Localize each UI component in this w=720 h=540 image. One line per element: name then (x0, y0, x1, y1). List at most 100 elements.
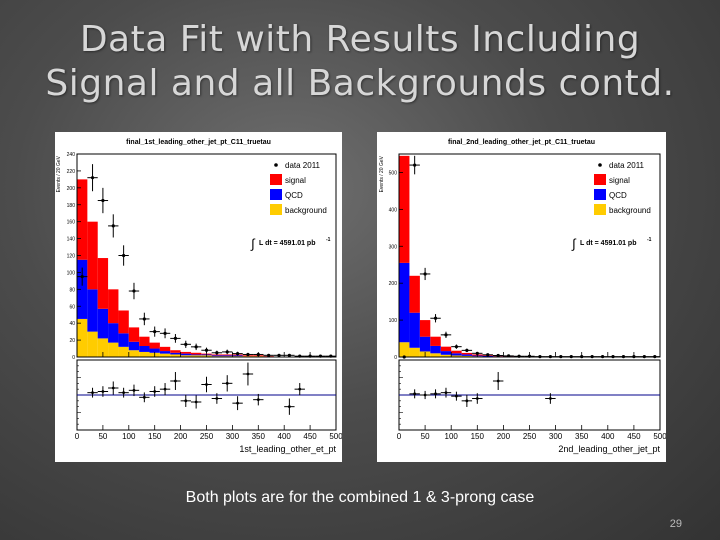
bar-signal-8 (159, 346, 171, 352)
histogram-2nd-leading-jet-pt: final_2nd_leading_other_jet_pt_C11_truet… (379, 139, 666, 454)
plot-right: final_2nd_leading_other_jet_pt_C11_truet… (377, 132, 666, 462)
bar-signal-14 (222, 354, 233, 356)
x-tick-label-5: 250 (523, 432, 537, 441)
ratio-point-4 (132, 388, 136, 392)
bar-signal-7 (149, 342, 160, 349)
data-point-8 (486, 353, 490, 357)
x-tick-label-0: 0 (397, 432, 402, 441)
bar-background-4 (118, 346, 129, 357)
slide-title-line2: Signal and all Backgrounds contd. (45, 63, 675, 104)
bar-signal-3 (108, 289, 119, 324)
ratio-point-1 (101, 390, 105, 393)
ratio-point-9 (184, 399, 188, 403)
y-tick-label-2: 40 (69, 321, 75, 327)
legend-label-2: QCD (609, 191, 627, 200)
ratio-point-17 (287, 405, 291, 409)
x-axis-label: 2nd_leading_other_jet_pt (558, 444, 660, 454)
y-tick-label-8: 160 (67, 220, 76, 226)
slide-title: Data Fit with Results Including Signal a… (0, 18, 720, 106)
x-tick-label-6: 300 (226, 432, 240, 441)
data-point-10 (184, 342, 188, 346)
data-point-2 (101, 198, 105, 203)
ratio-point-15 (246, 372, 250, 376)
data-point-13 (215, 351, 219, 355)
ratio-point-1 (423, 393, 427, 397)
ratio-point-5 (465, 399, 469, 403)
bar-signal-0 (399, 155, 410, 263)
legend-label-0: data 2011 (609, 161, 645, 170)
bar-background-6 (461, 355, 473, 357)
ratio-point-6 (475, 397, 479, 400)
ratio-point-6 (153, 390, 157, 393)
y-tick-label-3: 60 (69, 304, 75, 310)
bar-signal-10 (180, 351, 191, 354)
data-point-19 (277, 353, 281, 357)
bar-signal-13 (211, 354, 223, 356)
bar-qcd-14 (222, 355, 233, 357)
chart-title: final_2nd_leading_other_jet_pt_C11_truet… (448, 139, 595, 146)
x-tick-label-8: 400 (601, 432, 615, 441)
y-tick-label-6: 120 (67, 254, 76, 260)
x-axis-label: 1st_leading_other_et_pt (239, 444, 336, 454)
y-tick-label-2: 200 (389, 281, 398, 287)
data-point-2 (423, 272, 427, 276)
data-point-3 (111, 224, 115, 228)
bar-background-1 (409, 347, 420, 357)
x-tick-label-7: 350 (252, 432, 266, 441)
y-tick-label-1: 100 (389, 318, 398, 324)
y-tick-label-11: 220 (67, 169, 76, 175)
y-tick-label-3: 300 (389, 244, 398, 250)
data-point-7 (153, 330, 157, 334)
x-tick-label-4: 200 (497, 432, 511, 441)
x-tick-label-2: 100 (122, 432, 136, 441)
data-point-6 (142, 317, 146, 321)
ratio-point-2 (434, 392, 437, 396)
bar-qcd-6 (461, 354, 473, 356)
ratio-point-7 (163, 387, 167, 391)
y-tick-label-7: 140 (67, 237, 76, 243)
data-point-12 (204, 348, 209, 352)
bar-signal-9 (170, 350, 181, 353)
bar-signal-3 (430, 336, 441, 346)
data-point-16 (246, 352, 250, 357)
ratio-point-16 (256, 398, 260, 402)
y-tick-label-0: 0 (394, 355, 397, 361)
legend-swatch-1 (594, 174, 606, 185)
bar-qcd-6 (139, 346, 150, 352)
data-point-4 (444, 333, 448, 337)
bar-signal-5 (128, 327, 140, 342)
y-tick-label-1: 20 (69, 338, 75, 344)
bar-signal-2 (419, 320, 431, 337)
bar-background-0 (399, 342, 410, 357)
plot-left: final_1st_leading_other_jet_pt_C11_truet… (55, 132, 342, 462)
y-tick-label-0: 0 (72, 355, 75, 361)
luminosity-label: L dt = 4591.01 pb (259, 240, 315, 247)
data-point-15 (235, 352, 240, 356)
ratio-point-2 (111, 386, 115, 390)
bar-qcd-2 (419, 336, 431, 352)
ratio-point-0 (413, 392, 417, 396)
data-point-5 (132, 289, 136, 293)
bar-background-0 (77, 318, 88, 357)
data-point-8 (163, 331, 167, 335)
bar-qcd-1 (87, 289, 98, 332)
bar-signal-2 (97, 258, 109, 309)
bar-background-11 (190, 355, 202, 357)
data-point-20 (287, 353, 291, 357)
bar-signal-4 (118, 310, 129, 334)
bar-qcd-1 (409, 312, 420, 348)
legend-swatch-2 (594, 189, 606, 200)
bar-qcd-9 (170, 352, 181, 355)
data-point-18 (267, 353, 271, 357)
bar-qcd-4 (118, 333, 129, 347)
page-number: 29 (669, 518, 682, 530)
bar-background-6 (139, 351, 150, 357)
bar-signal-0 (77, 179, 88, 260)
y-tick-label-10: 200 (67, 186, 76, 192)
legend-label-3: background (285, 206, 327, 215)
legend-swatch-3 (594, 204, 606, 215)
legend-swatch-2 (270, 189, 282, 200)
x-tick-label-1: 50 (421, 432, 430, 441)
bar-qcd-5 (451, 353, 462, 356)
ratio-point-14 (236, 401, 239, 405)
